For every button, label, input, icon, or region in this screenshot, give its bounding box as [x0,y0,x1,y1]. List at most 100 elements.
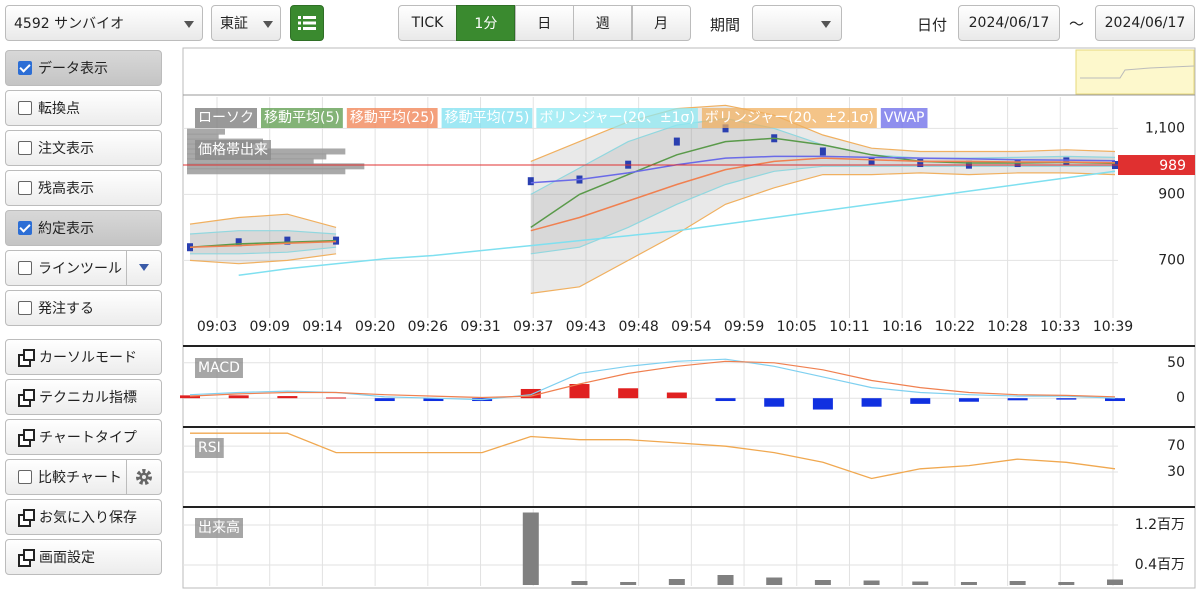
sidebar-button[interactable]: 約定表示 [5,210,162,246]
period-select[interactable] [752,5,842,41]
navigator-window[interactable] [1075,49,1195,95]
ma-line [189,137,1116,248]
macd-bar [277,396,298,399]
interval-button[interactable]: 1分 [456,5,516,41]
volume-bar [1009,581,1026,585]
sidebar-button[interactable]: お気に入り保存 [5,499,162,535]
volume-profile-bar [187,128,225,135]
date-from[interactable]: 2024/06/17 [958,5,1060,41]
volume-bar [960,582,977,585]
checkbox[interactable] [18,61,32,75]
candle [673,137,680,146]
x-tick-label: 10:11 [829,319,869,335]
symbol-select[interactable]: 4592 サンバイオ [5,5,203,41]
macd-bar [666,392,687,399]
market-select[interactable]: 東証 [211,5,281,41]
x-tick-label: 09:37 [513,319,553,335]
macd-bar [228,395,249,399]
interval-button[interactable]: 月 [631,5,691,41]
sidebar-label: カーソルモード [39,350,137,366]
dropdown-toggle[interactable] [126,251,161,285]
sidebar-button[interactable]: 発注する [5,290,162,326]
band-fill [190,214,337,264]
gear-button[interactable] [126,460,161,494]
x-tick-label: 10:22 [935,319,975,335]
checkbox[interactable] [18,470,32,484]
x-tick-label: 09:59 [724,319,764,335]
volume-bar [522,512,539,585]
band-fill [530,105,1115,294]
legend-label: ローソク [198,110,254,126]
candle [527,177,534,186]
sidebar-button[interactable]: カーソルモード [5,339,162,375]
x-tick-label: 09:54 [671,319,711,335]
legend-box [195,438,224,458]
sidebar-label: 残高表示 [38,181,94,197]
macd-bar [1105,398,1125,402]
date-to[interactable]: 2024/06/17 [1095,5,1195,41]
interval-button[interactable]: 日 [514,5,574,41]
macd-bar [812,398,833,410]
macd-bar [423,398,444,402]
checkbox[interactable] [18,141,32,155]
y-tick-label: 0 [1176,390,1185,406]
date-separator: 〜 [1069,15,1085,33]
sidebar-label: お気に入り保存 [39,510,137,526]
legend-box [195,108,257,128]
ma-line [238,170,1116,277]
x-tick-label: 10:39 [1093,319,1133,335]
interval-button[interactable]: TICK [398,5,457,41]
sidebar-button[interactable]: チャートタイプ [5,419,162,455]
macd-bar [764,398,785,407]
sidebar-button[interactable]: 注文表示 [5,130,162,166]
rsi-line [190,432,1116,480]
date-to-text: 2024/06/17 [1104,15,1186,31]
legend-label: ボリンジャー(20、±2.1σ) [705,110,874,126]
sidebar-button[interactable]: 画面設定 [5,539,162,575]
list-button[interactable] [290,5,324,41]
interval-button[interactable]: 週 [573,5,633,41]
window-icon [18,548,35,567]
sidebar-button[interactable]: データ表示 [5,50,162,86]
sidebar-button[interactable]: 比較チャート [5,459,162,495]
y-tick-label: 700 [1158,252,1185,268]
candle [187,243,193,252]
y-tick-label: 1,100 [1145,120,1185,136]
volume-bar [668,579,685,585]
sidebar-button[interactable]: テクニカル指標 [5,379,162,415]
period-label: 期間 [710,16,741,34]
macd-bar [861,398,882,407]
volume-profile-bar [187,133,219,140]
sidebar-button[interactable]: 転換点 [5,90,162,126]
sidebar-label: 画面設定 [39,550,95,566]
sidebar-button[interactable]: 残高表示 [5,170,162,206]
checkbox[interactable] [18,221,32,235]
macd-bar [715,398,736,402]
x-tick-label: 09:03 [197,319,237,335]
current-price-label: 989 [1159,158,1186,174]
checkbox[interactable] [18,301,32,315]
x-tick-label: 10:33 [1040,319,1080,335]
volume-bar [814,580,831,585]
checkbox[interactable] [18,181,32,195]
legend-box [880,108,928,128]
macd-bar [520,388,541,399]
candle [722,124,729,133]
sidebar-label: 約定表示 [38,221,94,237]
x-tick-label: 09:09 [250,319,290,335]
band-lower [189,172,1116,294]
x-tick-label: 09:31 [460,319,500,335]
volume-bar [1107,579,1123,585]
volume-bar [863,580,880,585]
volume-profile-bar [187,163,365,170]
sidebar-button[interactable]: ラインツール [5,250,162,286]
checkbox[interactable] [18,101,32,115]
current-price-box [1118,155,1195,176]
macd-bar [958,398,979,402]
candle [819,147,826,156]
chart-frame [182,47,1196,589]
legend-label: 移動平均(75) [445,110,530,126]
x-tick-label: 09:26 [408,319,448,335]
checkbox[interactable] [18,261,32,275]
